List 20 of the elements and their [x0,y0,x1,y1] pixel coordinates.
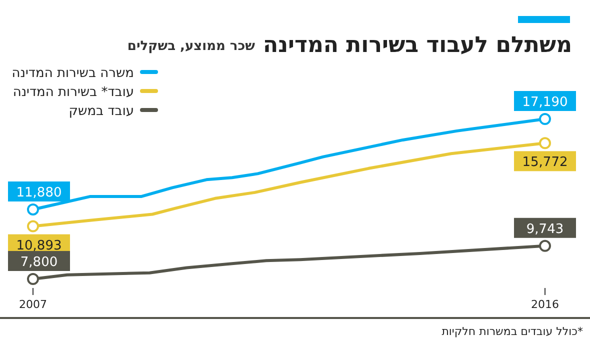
data-label: 10,893 [16,238,62,254]
legend-label: עובד במשק [68,104,134,119]
legend-label: משרה בשירות המדינה [12,66,134,81]
data-label: 7,800 [20,255,58,270]
x-tick-label: 2007 [19,298,47,311]
point [27,273,39,285]
data-label: 17,190 [522,95,568,110]
chart-title: משתלם לעבוד בשירות המדינה [262,33,572,58]
point [27,220,39,232]
point [27,203,39,216]
chart-subtitle: שכר ממוצע, בשקלים [127,39,256,54]
point [539,240,551,252]
data-label: 11,880 [16,185,62,200]
text: *כולל עובדים במשרות חלקיות [442,325,584,338]
legend-label: עובד* בשירות המדינה [12,85,134,100]
x-tick-label: 2016 [531,298,559,311]
data-label: 15,772 [522,155,568,170]
data-label: 9,743 [526,222,564,237]
point [539,113,551,125]
point [539,137,551,150]
